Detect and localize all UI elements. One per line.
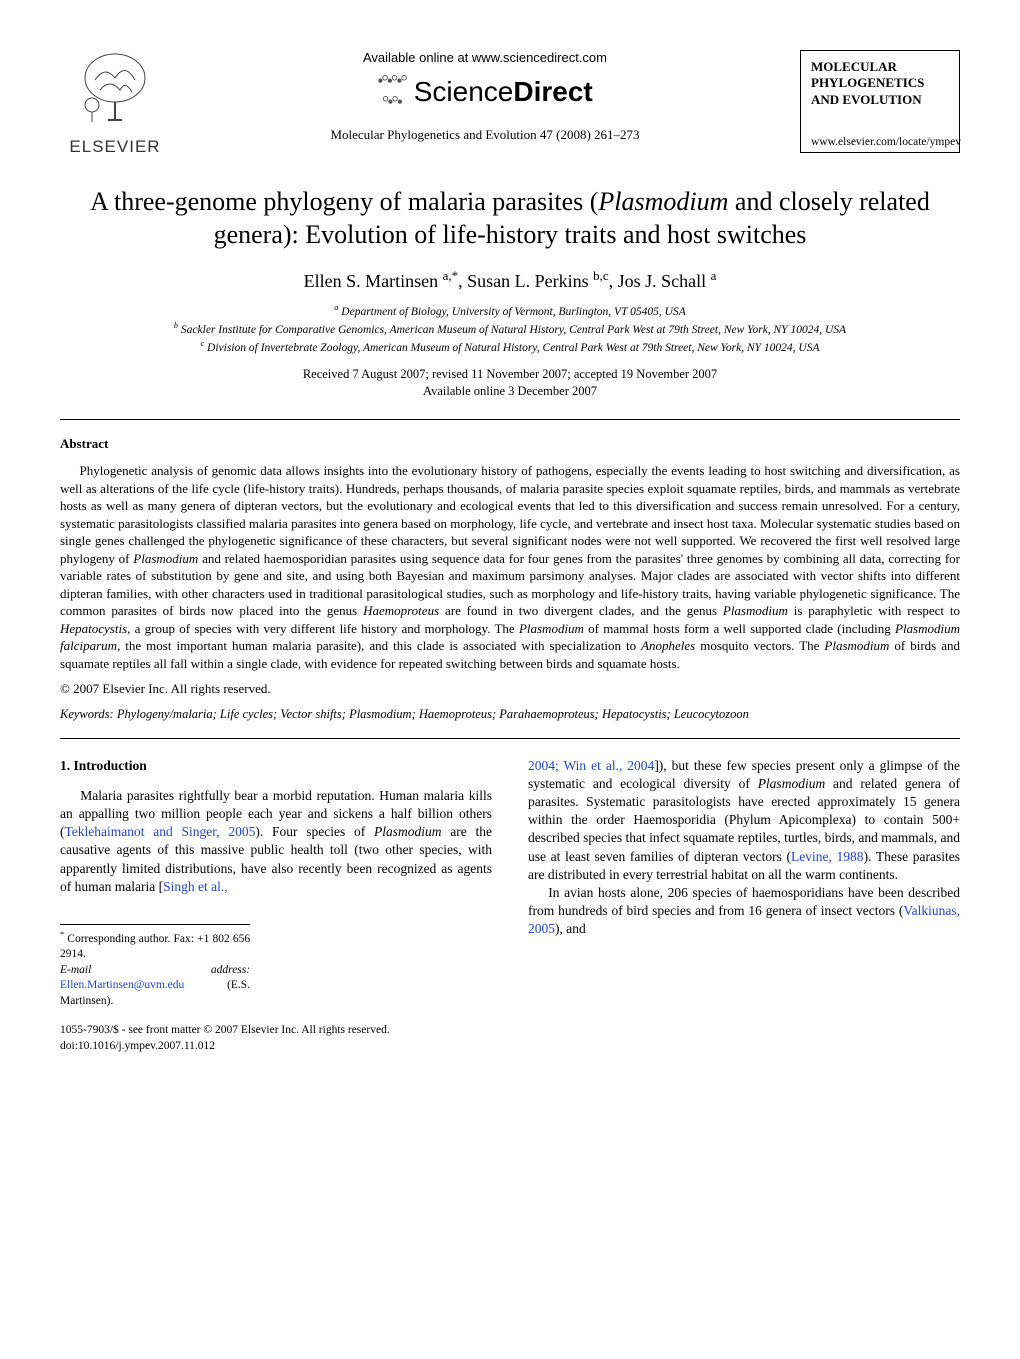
- corresponding-line: * Corresponding author. Fax: +1 802 656 …: [60, 929, 250, 963]
- received-date: Received 7 August 2007; revised 11 Novem…: [60, 366, 960, 384]
- doi-block: 1055-7903/$ - see front matter © 2007 El…: [60, 1023, 492, 1054]
- title-block: A three-genome phylogeny of malaria para…: [60, 185, 960, 401]
- article-dates: Received 7 August 2007; revised 11 Novem…: [60, 366, 960, 401]
- intro-heading: 1. Introduction: [60, 757, 492, 775]
- available-online-text: Available online at www.sciencedirect.co…: [190, 50, 780, 65]
- keywords-text: Phylogeny/malaria; Life cycles; Vector s…: [114, 707, 749, 721]
- affiliation-b: b Sackler Institute for Comparative Geno…: [60, 320, 960, 338]
- sciencedirect-logo: •°•°•°°•°• ScienceDirect: [190, 71, 780, 113]
- keywords-line: Keywords: Phylogeny/malaria; Life cycles…: [60, 707, 960, 722]
- doi-line: doi:10.1016/j.ympev.2007.11.012: [60, 1039, 492, 1055]
- abstract-body: Phylogenetic analysis of genomic data al…: [60, 462, 960, 673]
- left-column: 1. Introduction Malaria parasites rightf…: [60, 757, 492, 1055]
- affiliations: a Department of Biology, University of V…: [60, 302, 960, 356]
- divider: [60, 738, 960, 739]
- copyright-line: © 2007 Elsevier Inc. All rights reserved…: [60, 681, 960, 697]
- ref-valkiunas[interactable]: Valkiunas, 2005: [528, 903, 960, 936]
- ref-singh[interactable]: Singh et al.,: [163, 879, 228, 894]
- email-link[interactable]: Ellen.Martinsen@uvm.edu: [60, 979, 184, 991]
- right-column: 2004; Win et al., 2004]), but these few …: [528, 757, 960, 1055]
- journal-brand-title: MOLECULAR PHYLOGENETICS AND EVOLUTION: [811, 59, 949, 108]
- elsevier-wordmark: ELSEVIER: [60, 137, 170, 157]
- corresponding-author-note: * Corresponding author. Fax: +1 802 656 …: [60, 924, 250, 1009]
- email-line: E-mail address: Ellen.Martinsen@uvm.edu …: [60, 963, 250, 1010]
- abstract-heading: Abstract: [60, 436, 960, 452]
- body-columns: 1. Introduction Malaria parasites rightf…: [60, 757, 960, 1055]
- author-list: Ellen S. Martinsen a,*, Susan L. Perkins…: [60, 268, 960, 292]
- ref-levine[interactable]: Levine, 1988: [791, 849, 864, 864]
- ref-teklehaimanot[interactable]: Teklehaimanot and Singer, 2005: [65, 824, 256, 839]
- journal-brand-box: MOLECULAR PHYLOGENETICS AND EVOLUTION ww…: [800, 50, 960, 153]
- ref-2004[interactable]: 2004; Win et al., 2004: [528, 758, 654, 773]
- journal-header: ELSEVIER Available online at www.science…: [60, 50, 960, 157]
- journal-citation-line: Molecular Phylogenetics and Evolution 47…: [190, 127, 780, 143]
- sciencedirect-dots-icon: •°•°•°°•°•: [377, 71, 406, 113]
- center-header: Available online at www.sciencedirect.co…: [170, 50, 800, 143]
- divider: [60, 419, 960, 420]
- intro-para-2: In avian hosts alone, 206 species of hae…: [528, 884, 960, 939]
- elsevier-logo: ELSEVIER: [60, 50, 170, 157]
- affiliation-c: c Division of Invertebrate Zoology, Amer…: [60, 338, 960, 356]
- intro-para-1: Malaria parasites rightfully bear a morb…: [60, 787, 492, 896]
- abstract-section: Abstract Phylogenetic analysis of genomi…: [60, 436, 960, 697]
- intro-para-1-cont: 2004; Win et al., 2004]), but these few …: [528, 757, 960, 885]
- elsevier-tree-icon: [60, 50, 170, 137]
- front-matter-line: 1055-7903/$ - see front matter © 2007 El…: [60, 1023, 492, 1039]
- available-date: Available online 3 December 2007: [60, 383, 960, 401]
- journal-url: www.elsevier.com/locate/ympev: [811, 136, 949, 148]
- article-title: A three-genome phylogeny of malaria para…: [60, 185, 960, 253]
- affiliation-a: a Department of Biology, University of V…: [60, 302, 960, 320]
- sciencedirect-wordmark: ScienceDirect: [414, 76, 593, 108]
